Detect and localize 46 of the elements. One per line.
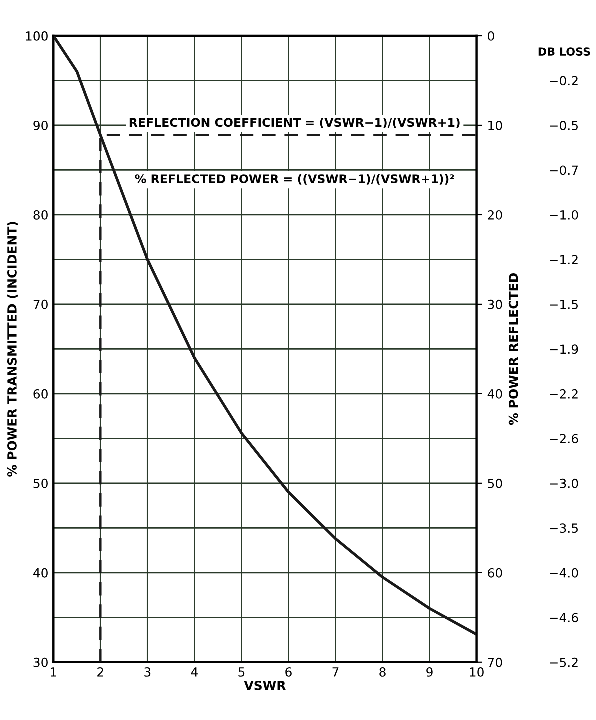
- category-label: −5.2: [550, 658, 578, 668]
- y2-tick-label: 20: [488, 210, 502, 220]
- y2-tick-label: 50: [488, 478, 502, 488]
- x-tick-label: 8: [380, 667, 386, 677]
- category-label: −0.7: [550, 166, 578, 176]
- annotation: REFLECTION COEFFICIENT = (VSWR−1)/(VSWR+1): [130, 118, 460, 129]
- y-tick-label: 60: [34, 389, 48, 399]
- y-axis-title: % POWER TRANSMITTED (INCIDENT): [7, 222, 18, 477]
- category-label: −4.0: [550, 568, 578, 578]
- y2-tick-label: 10: [488, 120, 502, 130]
- x-tick-label: 6: [286, 667, 292, 677]
- y2-tick-label: 70: [488, 658, 502, 668]
- category-label: −1.9: [550, 344, 578, 354]
- x-tick-label: 5: [238, 668, 245, 677]
- y2-tick-label: 60: [488, 568, 502, 578]
- category-label: −0.2: [550, 76, 578, 86]
- x-tick-label: 10: [470, 667, 484, 677]
- category-label: −3.0: [550, 478, 578, 488]
- x-tick-label: 1: [51, 668, 56, 677]
- category-label: −4.6: [550, 613, 578, 623]
- category-label: −1.5: [550, 300, 578, 310]
- y3-axis-title: DB LOSS: [538, 48, 590, 56]
- y2-tick-label: 0: [488, 31, 494, 41]
- x-tick-label: 7: [332, 668, 339, 677]
- y2-tick-label: 40: [488, 389, 502, 399]
- category-label: −0.5: [550, 120, 578, 130]
- y-tick-label: 40: [33, 568, 48, 578]
- y-tick-label: 100: [26, 31, 48, 41]
- category-label: −1.2: [550, 255, 578, 264]
- x-tick-label: 2: [98, 667, 104, 677]
- category-label: −2.2: [550, 389, 578, 399]
- x-axis-title: VSWR: [244, 680, 286, 690]
- category-label: −3.5: [550, 524, 578, 534]
- category-label: −2.6: [550, 434, 578, 444]
- category-label: −1.0: [550, 210, 578, 220]
- y-tick-label: 70: [34, 300, 48, 310]
- y2-axis-title: % POWER REFLECTED: [508, 273, 518, 426]
- x-tick-label: 9: [426, 667, 433, 677]
- x-tick-label: 3: [144, 667, 151, 677]
- y-tick-label: 90: [34, 120, 48, 130]
- y-tick-label: 30: [34, 658, 48, 668]
- y-tick-label: 80: [34, 210, 48, 220]
- y2-tick-label: 30: [488, 300, 502, 310]
- annotation: % REFLECTED POWER = ((VSWR−1)/(VSWR+1))²: [135, 174, 454, 185]
- x-tick-label: 4: [191, 668, 198, 677]
- y-tick-label: 50: [34, 478, 48, 488]
